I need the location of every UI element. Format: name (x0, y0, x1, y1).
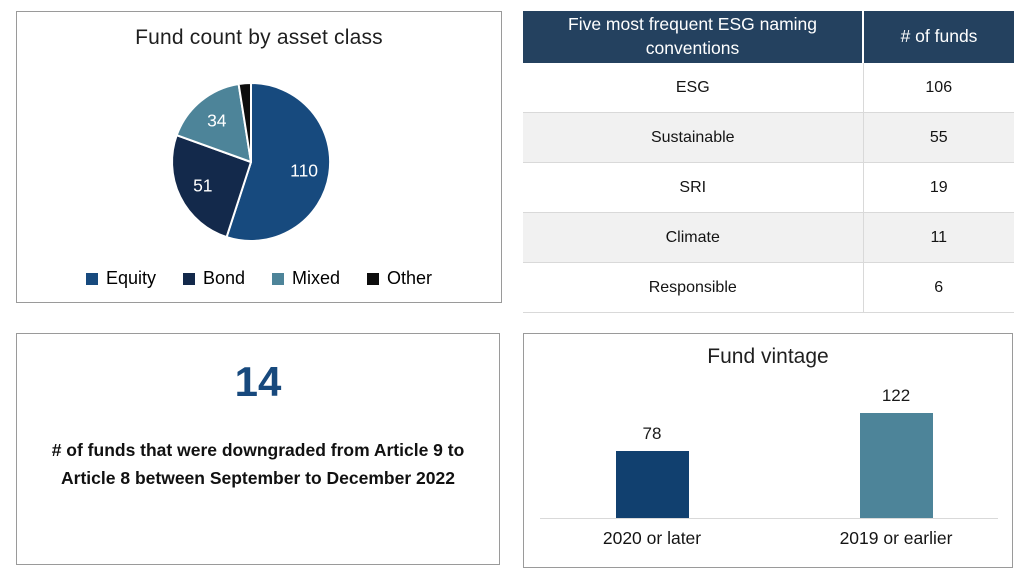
legend-label: Bond (202, 268, 246, 288)
pie-data-label-bond: 51 (193, 176, 212, 196)
pie-chart: 110 51 34 (171, 82, 332, 242)
panel-fund-count-by-asset-class: Fund count by asset class 110 51 34 Equity… (16, 11, 502, 303)
legend-label: Mixed (292, 268, 341, 288)
table-row: Sustainable 55 (523, 112, 1014, 163)
table-cell-convention: Climate (523, 212, 863, 263)
bar-value-label: 122 (881, 386, 911, 405)
pie-slice-mixed (175, 83, 252, 163)
legend-swatch-icon (182, 272, 195, 285)
table-cell-count: 6 (862, 262, 1014, 313)
panel-downgraded-funds-stat: 14 # of funds that were downgraded from … (16, 333, 500, 565)
bar-chart-title: Fund vintage (707, 345, 829, 368)
panel-fund-vintage: Fund vintage 78 2020 or later 122 2019 or e… (523, 333, 1013, 568)
table-cell-convention: Responsible (523, 262, 863, 313)
table-row: SRI 19 (523, 162, 1014, 213)
legend-swatch-icon (85, 272, 98, 285)
pie-slice-other (237, 82, 252, 163)
pie-data-label-equity: 110 (290, 160, 318, 180)
esg-naming-table: Five most frequent ESG naming convention… (523, 11, 1014, 313)
bar-category-label: 2019 or earlier (839, 528, 953, 548)
pie-data-label-mixed: 34 (207, 111, 227, 131)
table-cell-count: 106 (862, 63, 1014, 113)
table-cell-convention: Sustainable (523, 112, 863, 163)
pie-chart-title: Fund count by asset class (135, 26, 383, 49)
table-header-num-funds: # of funds (862, 11, 1014, 63)
legend-item-mixed: Mixed (272, 268, 340, 289)
bar-2020-or-later (616, 451, 689, 518)
table-cell-count: 19 (862, 162, 1014, 213)
legend-swatch-icon (367, 272, 380, 285)
table-row: ESG 106 (523, 63, 1014, 113)
table-header: Five most frequent ESG naming convention… (523, 11, 1014, 63)
stat-description: # of funds that were downgraded from Art… (51, 440, 465, 489)
table-cell-count: 11 (862, 212, 1014, 263)
table-cell-count: 55 (862, 112, 1014, 163)
legend-label: Other (387, 268, 433, 288)
legend-label: Equity (105, 268, 156, 288)
stat-number: 14 (234, 358, 282, 405)
panel-esg-naming-table: Five most frequent ESG naming convention… (523, 11, 1014, 313)
legend-item-equity: Equity (85, 268, 156, 289)
bar-baseline (540, 518, 998, 519)
pie-slice-equity (225, 82, 332, 242)
legend-item-other: Other (367, 268, 432, 289)
table-cell-convention: ESG (523, 63, 863, 113)
bar-category-label: 2020 or later (602, 528, 702, 548)
table-cell-convention: SRI (523, 162, 863, 213)
bar-value-label: 78 (642, 424, 662, 443)
bar-2019-or-earlier (860, 413, 933, 518)
pie-legend: Equity Bond Mixed Other (17, 268, 501, 289)
table-row: Climate 11 (523, 212, 1014, 263)
table-body: ESG 106 Sustainable 55 SRI 19 Climate 11 Respons… (523, 63, 1014, 313)
legend-item-bond: Bond (182, 268, 246, 289)
table-row: Responsible 6 (523, 262, 1014, 313)
pie-slice-bond (171, 134, 252, 239)
legend-swatch-icon (272, 272, 285, 285)
table-header-naming-conventions: Five most frequent ESG naming convention… (523, 11, 863, 63)
bar-plot-area: 78 2020 or later 122 2019 or earlier (524, 334, 1012, 567)
